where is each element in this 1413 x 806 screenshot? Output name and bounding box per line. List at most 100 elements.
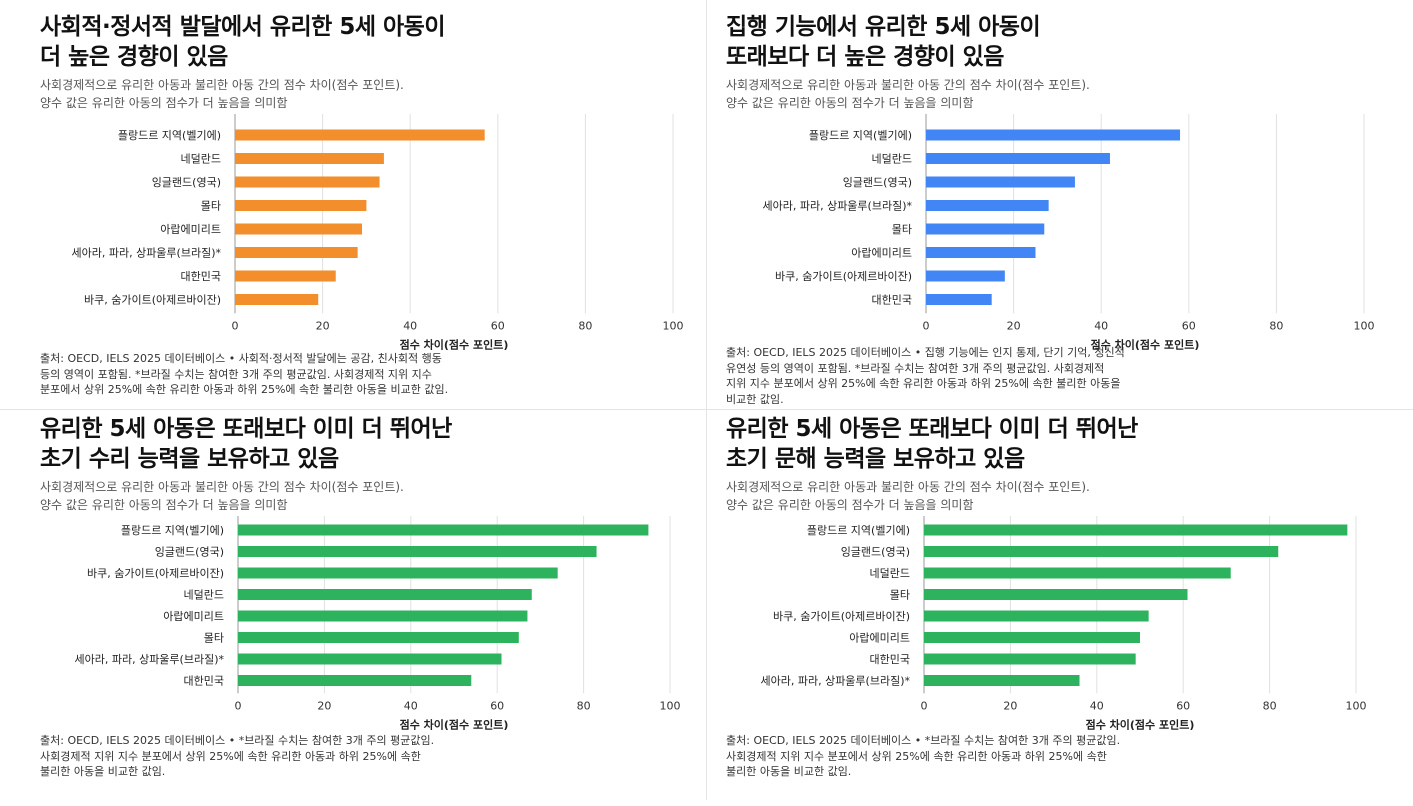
bar [926,270,1005,282]
panel-subtitle: 사회경제적으로 유리한 아동과 불리한 아동 간의 점수 차이(점수 포인트).… [726,478,1386,514]
category-label: 바쿠, 숨가이트(아제르바이잔) [773,610,910,623]
category-label: 대한민국 [181,270,221,283]
panel-title-line1: 집행 기능에서 유리한 5세 아동이 [726,14,1041,40]
source-line3: 지위 지수 분포에서 상위 25%에 속한 유리한 아동과 하위 25%에 속한… [726,377,1121,390]
category-label: 플랑드르 지역(벨기에) [121,524,224,537]
x-tick-label: 80 [1263,699,1277,712]
bar [235,247,358,258]
category-label: 잉글랜드(영국) [843,176,912,189]
source-line2: 유연성 등의 영역이 포함됨. *브라질 수치는 참여한 3개 주의 평균값임.… [726,361,1105,375]
bar [238,524,649,536]
x-tick-label: 40 [1090,699,1104,712]
bar [235,129,485,141]
category-label: 세아라, 파라, 상파울루(브라질)* [762,200,912,213]
panel-title-line1: 유리한 5세 아동은 또래보다 이미 더 뛰어난 [726,416,1138,442]
chart-panel-executive-function: 집행 기능에서 유리한 5세 아동이 또래보다 더 높은 경향이 있음 사회경제… [726,12,1406,407]
panel-title-line2: 초기 수리 능력을 보유하고 있음 [40,446,339,472]
source-note: 출처: OECD, IELS 2025 데이터베이스 • 사회적·정서적 발달에… [40,351,600,398]
source-line2: 사회경제적 지위 지수 분포에서 상위 25%에 속한 유리한 아동과 하위 2… [40,749,421,763]
category-label: 아랍에미리트 [851,247,912,260]
source-line4: 비교한 값임. [726,392,784,406]
chart-panel-literacy: 유리한 5세 아동은 또래보다 이미 더 뛰어난 초기 문해 능력을 보유하고 … [726,414,1406,806]
bar [238,546,597,557]
bar [924,632,1140,643]
source-line3: 불리한 아동을 비교한 값임. [40,765,166,778]
x-tick-label: 100 [663,319,684,332]
x-axis-title: 점수 차이(점수 포인트) [1091,337,1200,351]
bar [235,270,336,282]
panel-subtitle: 사회경제적으로 유리한 아동과 불리한 아동 간의 점수 차이(점수 포인트).… [726,76,1386,112]
category-label: 아랍에미리트 [160,223,221,236]
category-label: 대한민국 [870,653,910,666]
panel-title: 유리한 5세 아동은 또래보다 이미 더 뛰어난 초기 문해 능력을 보유하고 … [726,414,1386,474]
x-tick-label: 100 [1346,699,1367,712]
source-note: 출처: OECD, IELS 2025 데이터베이스 • 집행 기능에는 인지 … [726,345,1286,407]
bar [924,675,1080,686]
x-tick-label: 80 [577,699,591,712]
category-label: 몰타 [890,589,910,602]
source-line2: 사회경제적 지위 지수 분포에서 상위 25%에 속한 유리한 아동과 하위 2… [726,749,1107,763]
panel-subtitle-line2: 양수 값은 유리한 아동의 점수가 더 높음을 의미함 [726,96,974,110]
bar [235,200,367,211]
category-label: 바쿠, 숨가이트(아제르바이잔) [775,270,912,283]
x-tick-label: 40 [403,319,417,332]
source-note: 출처: OECD, IELS 2025 데이터베이스 • *브라질 수치는 참여… [40,733,600,780]
category-label: 플랑드르 지역(벨기에) [809,129,912,142]
vertical-divider [706,0,707,800]
category-label: 네덜란드 [181,153,221,166]
category-label: 플랑드르 지역(벨기에) [118,129,221,142]
category-label: 플랑드르 지역(벨기에) [807,524,910,537]
horizontal-divider [0,409,1413,410]
panel-subtitle-line2: 양수 값은 유리한 아동의 점수가 더 높음을 의미함 [40,96,288,110]
bar [235,294,319,305]
bar [926,247,1036,258]
bar [926,129,1181,141]
source-note: 출처: OECD, IELS 2025 데이터베이스 • *브라질 수치는 참여… [726,733,1286,780]
x-tick-label: 0 [232,319,239,332]
x-tick-label: 0 [923,319,930,332]
bar [924,610,1149,622]
bar [238,567,558,579]
category-label: 아랍에미리트 [849,632,910,645]
panel-subtitle-line1: 사회경제적으로 유리한 아동과 불리한 아동 간의 점수 차이(점수 포인트). [726,480,1090,494]
category-label: 대한민국 [184,675,224,688]
category-label: 몰타 [892,223,912,236]
source-line2: 등의 영역이 포함됨. *브라질 수치는 참여한 3개 주의 평균값임. 사회경… [40,367,432,381]
bar [926,153,1110,164]
x-tick-label: 20 [316,319,330,332]
category-label: 세아라, 파라, 상파울루(브라질)* [71,247,221,260]
bar [924,546,1279,557]
panel-title: 집행 기능에서 유리한 5세 아동이 또래보다 더 높은 경향이 있음 [726,12,1386,72]
panel-subtitle-line1: 사회경제적으로 유리한 아동과 불리한 아동 간의 점수 차이(점수 포인트). [40,78,404,92]
x-tick-label: 0 [921,699,928,712]
panel-title-line1: 사회적·정서적 발달에서 유리한 5세 아동이 [40,14,446,40]
source-line1: 출처: OECD, IELS 2025 데이터베이스 • *브라질 수치는 참여… [726,734,1121,747]
x-tick-label: 60 [490,699,504,712]
chart-panel-numeracy: 유리한 5세 아동은 또래보다 이미 더 뛰어난 초기 수리 능력을 보유하고 … [40,414,720,806]
category-label: 잉글랜드(영국) [155,546,224,559]
x-tick-label: 20 [317,699,331,712]
panel-title: 유리한 5세 아동은 또래보다 이미 더 뛰어난 초기 수리 능력을 보유하고 … [40,414,700,474]
x-axis-title: 점수 차이(점수 포인트) [400,717,509,731]
panel-title-line2: 초기 문해 능력을 보유하고 있음 [726,446,1025,472]
panel-subtitle-line1: 사회경제적으로 유리한 아동과 불리한 아동 간의 점수 차이(점수 포인트). [40,480,404,494]
category-label: 아랍에미리트 [163,610,224,623]
x-tick-label: 20 [1007,319,1021,332]
category-label: 네덜란드 [872,153,912,166]
panel-title-line2: 또래보다 더 높은 경향이 있음 [726,44,1004,70]
panel-title-line2: 더 높은 경향이 있음 [40,44,228,70]
bar [238,653,502,665]
x-axis-title: 점수 차이(점수 포인트) [400,337,509,351]
category-label: 몰타 [201,200,221,213]
bar [924,653,1136,665]
panel-subtitle-line2: 양수 값은 유리한 아동의 점수가 더 높음을 의미함 [726,498,974,512]
panel-title-line1: 유리한 5세 아동은 또래보다 이미 더 뛰어난 [40,416,452,442]
source-line1: 출처: OECD, IELS 2025 데이터베이스 • 집행 기능에는 인지 … [726,346,1125,359]
bar [924,524,1348,536]
bar [924,589,1188,600]
panel-subtitle-line1: 사회경제적으로 유리한 아동과 불리한 아동 간의 점수 차이(점수 포인트). [726,78,1090,92]
x-tick-label: 80 [578,319,592,332]
bar [926,200,1049,211]
x-tick-label: 20 [1003,699,1017,712]
